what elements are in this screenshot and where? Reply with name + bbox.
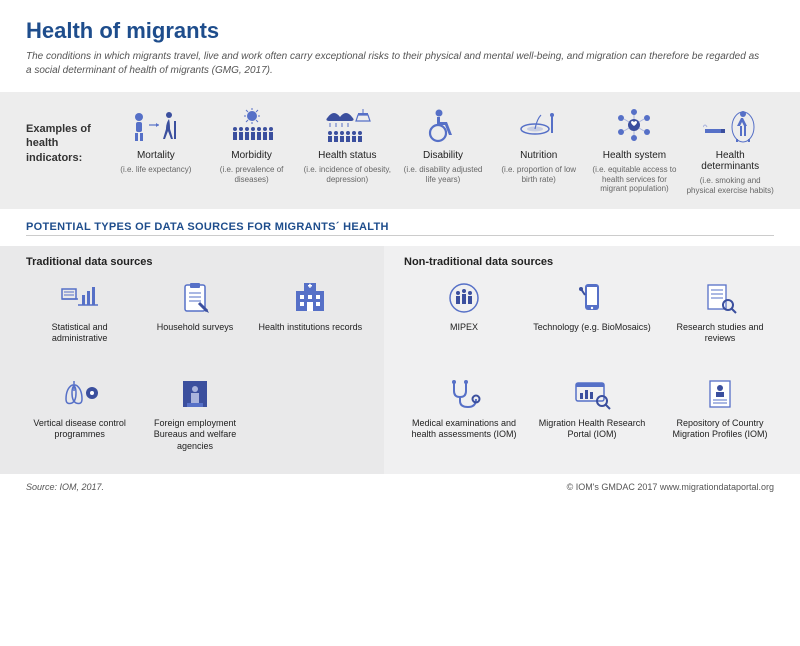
nutrition-icon — [509, 104, 569, 146]
mipex-icon — [442, 278, 486, 318]
bureau-icon — [173, 374, 217, 414]
infographic-page: Health of migrants The conditions in whi… — [0, 0, 800, 502]
src-label: Repository of Country Migration Profiles… — [660, 418, 780, 441]
indicator-health-system: Health system (i.e. equitable access to … — [591, 104, 679, 195]
mortality-icon — [126, 104, 186, 146]
morbidity-icon — [222, 104, 282, 146]
indicator-disability: Disability (i.e. disability adjusted lif… — [399, 104, 487, 195]
research-icon — [698, 278, 742, 318]
indicator-desc: (i.e. prevalence of diseases) — [208, 165, 296, 184]
src-stethoscope: Medical examinations and health assessme… — [404, 374, 524, 460]
indicator-morbidity: Morbidity (i.e. prevalence of diseases) — [208, 104, 296, 195]
indicators-band: Examples of health indicators: Mortality… — [0, 92, 800, 209]
indicator-label: Health determinants — [686, 150, 774, 172]
indicator-desc: (i.e. life expectancy) — [120, 165, 191, 175]
health-status-icon — [317, 104, 377, 146]
src-hospital: Health institutions records — [257, 278, 364, 364]
indicators-items: Mortality (i.e. life expectancy) Morbidi… — [112, 104, 774, 195]
src-lungs: Vertical disease control programmes — [26, 374, 133, 460]
src-label: MIPEX — [450, 322, 478, 333]
src-research: Research studies and reviews — [660, 278, 780, 364]
page-title: Health of migrants — [26, 18, 774, 44]
indicator-determinants: Health determinants (i.e. smoking and ph… — [686, 104, 774, 195]
src-bureau: Foreign employment Bureaus and welfare a… — [141, 374, 248, 460]
indicator-label: Mortality — [137, 150, 175, 161]
hospital-icon — [288, 278, 332, 318]
indicator-label: Morbidity — [231, 150, 272, 161]
footer-copyright: © IOM's GMDAC 2017 www.migrationdataport… — [567, 482, 774, 492]
nontraditional-sources: Non-traditional data sources MIPEX Techn… — [384, 246, 800, 474]
src-label: Medical examinations and health assessme… — [404, 418, 524, 441]
src-label: Research studies and reviews — [660, 322, 780, 345]
src-label: Household surveys — [157, 322, 234, 333]
sources-row: Traditional data sources Statistical and… — [0, 246, 800, 474]
indicator-desc: (i.e. disability adjusted life years) — [399, 165, 487, 184]
nontraditional-title: Non-traditional data sources — [404, 256, 780, 268]
indicator-label: Nutrition — [520, 150, 557, 161]
src-empty — [257, 374, 364, 460]
src-phone: Technology (e.g. BioMosaics) — [532, 278, 652, 364]
divider — [26, 235, 774, 236]
src-mipex: MIPEX — [404, 278, 524, 364]
traditional-sources: Traditional data sources Statistical and… — [0, 246, 384, 474]
indicators-label: Examples of health indicators: — [26, 104, 112, 195]
src-label: Technology (e.g. BioMosaics) — [533, 322, 651, 333]
section-header: POTENTIAL TYPES OF DATA SOURCES FOR MIGR… — [26, 221, 774, 233]
indicator-mortality: Mortality (i.e. life expectancy) — [112, 104, 200, 195]
src-label: Migration Health Research Portal (IOM) — [532, 418, 652, 441]
lungs-icon — [58, 374, 102, 414]
src-label: Health institutions records — [259, 322, 363, 333]
src-portal: Migration Health Research Portal (IOM) — [532, 374, 652, 460]
indicator-desc: (i.e. proportion of low birth rate) — [495, 165, 583, 184]
src-label: Statistical and administrative — [26, 322, 133, 345]
indicator-desc: (i.e. incidence of obesity, depression) — [303, 165, 391, 184]
indicator-label: Health system — [603, 150, 666, 161]
stats-icon — [58, 278, 102, 318]
footer-source: Source: IOM, 2017. — [26, 482, 104, 492]
src-profile: Repository of Country Migration Profiles… — [660, 374, 780, 460]
src-label: Foreign employment Bureaus and welfare a… — [141, 418, 248, 452]
disability-icon — [413, 104, 473, 146]
indicator-label: Health status — [318, 150, 376, 161]
src-survey: Household surveys — [141, 278, 248, 364]
determinants-icon — [700, 104, 760, 146]
indicator-nutrition: Nutrition (i.e. proportion of low birth … — [495, 104, 583, 195]
traditional-title: Traditional data sources — [26, 256, 364, 268]
phone-icon — [570, 278, 614, 318]
profile-icon — [698, 374, 742, 414]
src-label: Vertical disease control programmes — [26, 418, 133, 441]
src-stats: Statistical and administrative — [26, 278, 133, 364]
indicator-desc: (i.e. smoking and physical exercise habi… — [686, 176, 774, 195]
survey-icon — [173, 278, 217, 318]
stethoscope-icon — [442, 374, 486, 414]
portal-icon — [570, 374, 614, 414]
page-subtitle: The conditions in which migrants travel,… — [26, 50, 766, 78]
indicator-desc: (i.e. equitable access to health service… — [591, 165, 679, 194]
health-system-icon — [604, 104, 664, 146]
indicator-health-status: Health status (i.e. incidence of obesity… — [303, 104, 391, 195]
indicator-label: Disability — [423, 150, 463, 161]
footer: Source: IOM, 2017. © IOM's GMDAC 2017 ww… — [26, 482, 774, 492]
